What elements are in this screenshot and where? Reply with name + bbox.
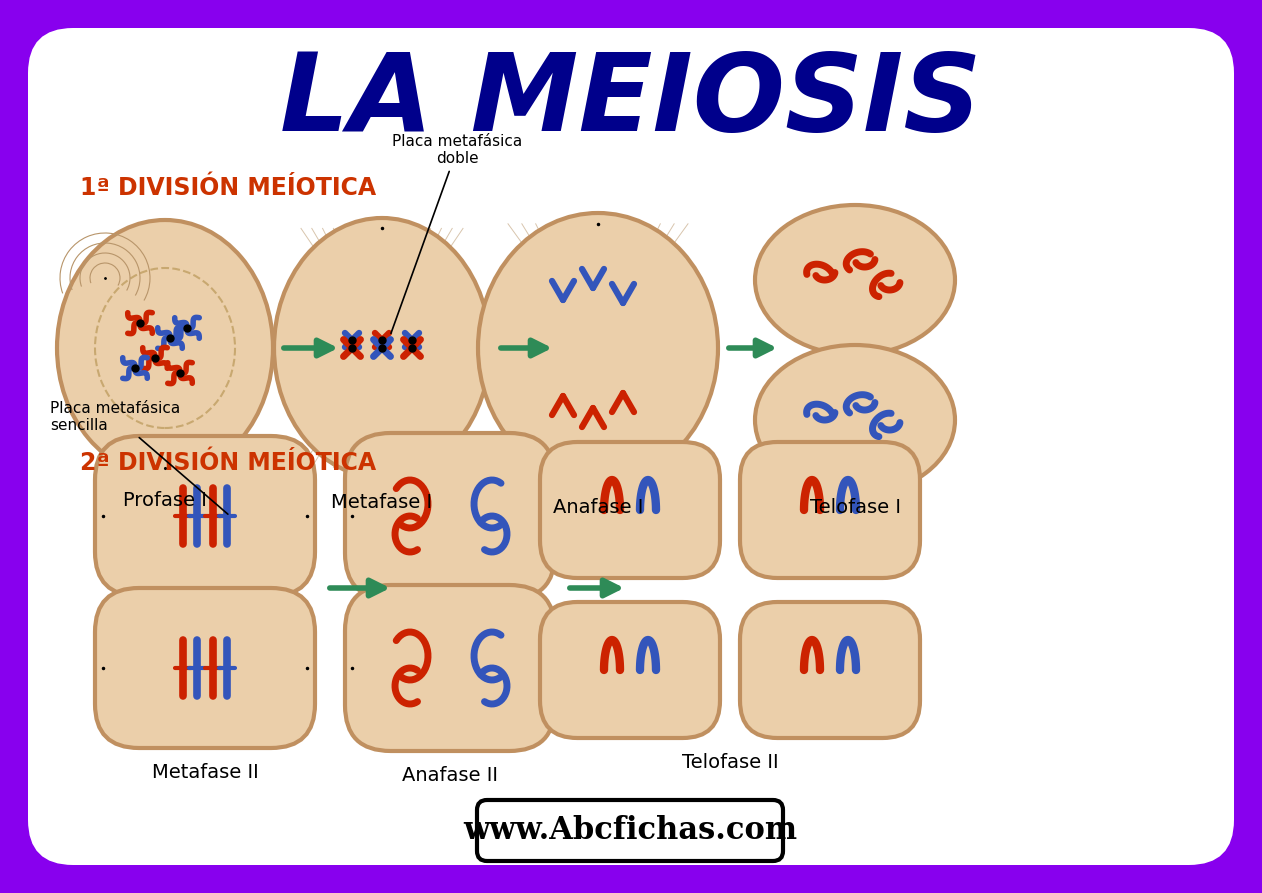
Ellipse shape <box>478 213 718 483</box>
FancyBboxPatch shape <box>95 588 316 748</box>
Text: Anafase I: Anafase I <box>553 498 644 517</box>
Text: Telofase I: Telofase I <box>809 498 901 517</box>
FancyBboxPatch shape <box>95 436 316 596</box>
Ellipse shape <box>274 218 490 478</box>
Text: 2ª DIVISIÓN MEÍOTICA: 2ª DIVISIÓN MEÍOTICA <box>80 451 376 475</box>
Ellipse shape <box>755 345 955 495</box>
FancyBboxPatch shape <box>477 800 782 861</box>
Text: 1ª DIVISIÓN MEÍOTICA: 1ª DIVISIÓN MEÍOTICA <box>80 176 376 200</box>
FancyBboxPatch shape <box>740 442 920 578</box>
Text: Metafase II: Metafase II <box>151 763 259 782</box>
Text: LA MEIOSIS: LA MEIOSIS <box>280 48 982 154</box>
Text: Metafase I: Metafase I <box>332 493 433 512</box>
FancyBboxPatch shape <box>740 602 920 738</box>
Text: Profase I: Profase I <box>124 491 207 510</box>
FancyBboxPatch shape <box>28 28 1234 865</box>
Text: www.Abcfichas.com: www.Abcfichas.com <box>463 815 798 846</box>
FancyBboxPatch shape <box>540 442 721 578</box>
Ellipse shape <box>57 220 273 476</box>
FancyBboxPatch shape <box>345 585 555 751</box>
FancyBboxPatch shape <box>540 602 721 738</box>
Text: Anafase II: Anafase II <box>403 766 498 785</box>
FancyBboxPatch shape <box>345 433 555 599</box>
Ellipse shape <box>755 205 955 355</box>
Text: Telofase II: Telofase II <box>681 753 779 772</box>
Text: Placa metafásica
sencilla: Placa metafásica sencilla <box>50 401 228 514</box>
Text: Placa metafásica
doble: Placa metafásica doble <box>391 134 522 333</box>
